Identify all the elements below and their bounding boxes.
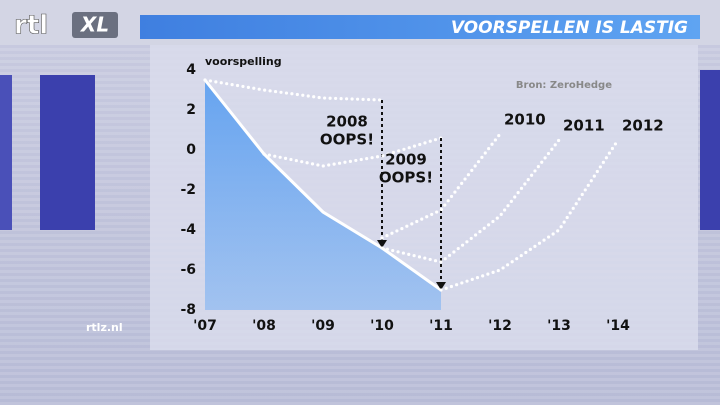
title-bar [140,15,700,39]
y-tick-label: -6 [180,262,196,278]
title: VOORSPELLEN IS LASTIG [451,18,688,38]
left-edge-panel [0,75,12,230]
callout-text: OOPS! [379,169,433,187]
forecast-line [439,138,620,292]
series-label: 2011 [563,117,605,135]
line [203,79,442,292]
x-tick-label: '14 [606,318,630,334]
callout-text: OOPS! [320,131,374,149]
left-panel [40,75,95,230]
site-url: rtlz.nl [86,321,123,334]
x-tick-label: '10 [370,318,394,334]
y-tick-label: 0 [186,142,196,158]
y-tick-label: -8 [180,302,196,318]
logo-badge-box [72,12,118,38]
series-label: 2012 [622,117,664,135]
y-tick-label: 4 [186,62,196,78]
forecast-line [380,132,502,240]
source: Bron: ZeroHedge [516,80,612,91]
logo-badge: XL [79,13,109,37]
callout-year: 2008 [326,113,368,131]
x-tick-label: '13 [547,318,571,334]
arrow-head [436,282,446,290]
y-tick-label: -4 [180,222,196,238]
forecast-line [203,78,384,102]
y-tick-label: 2 [186,102,196,118]
y-tick-label: -2 [180,182,196,198]
x-tick-label: '09 [311,318,335,334]
forecast-line [380,138,561,264]
area [205,80,441,310]
right-panel [700,70,720,230]
x-tick-label: '07 [193,318,217,334]
callout-year: 2009 [385,151,427,169]
x-tick-label: '11 [429,318,453,334]
x-tick-label: '12 [488,318,512,334]
logo: rtl [14,11,48,41]
series-label: 2010 [504,111,546,129]
y-axis-label: voorspelling [205,55,282,68]
x-tick-label: '08 [252,318,276,334]
arrow-head [377,240,387,248]
